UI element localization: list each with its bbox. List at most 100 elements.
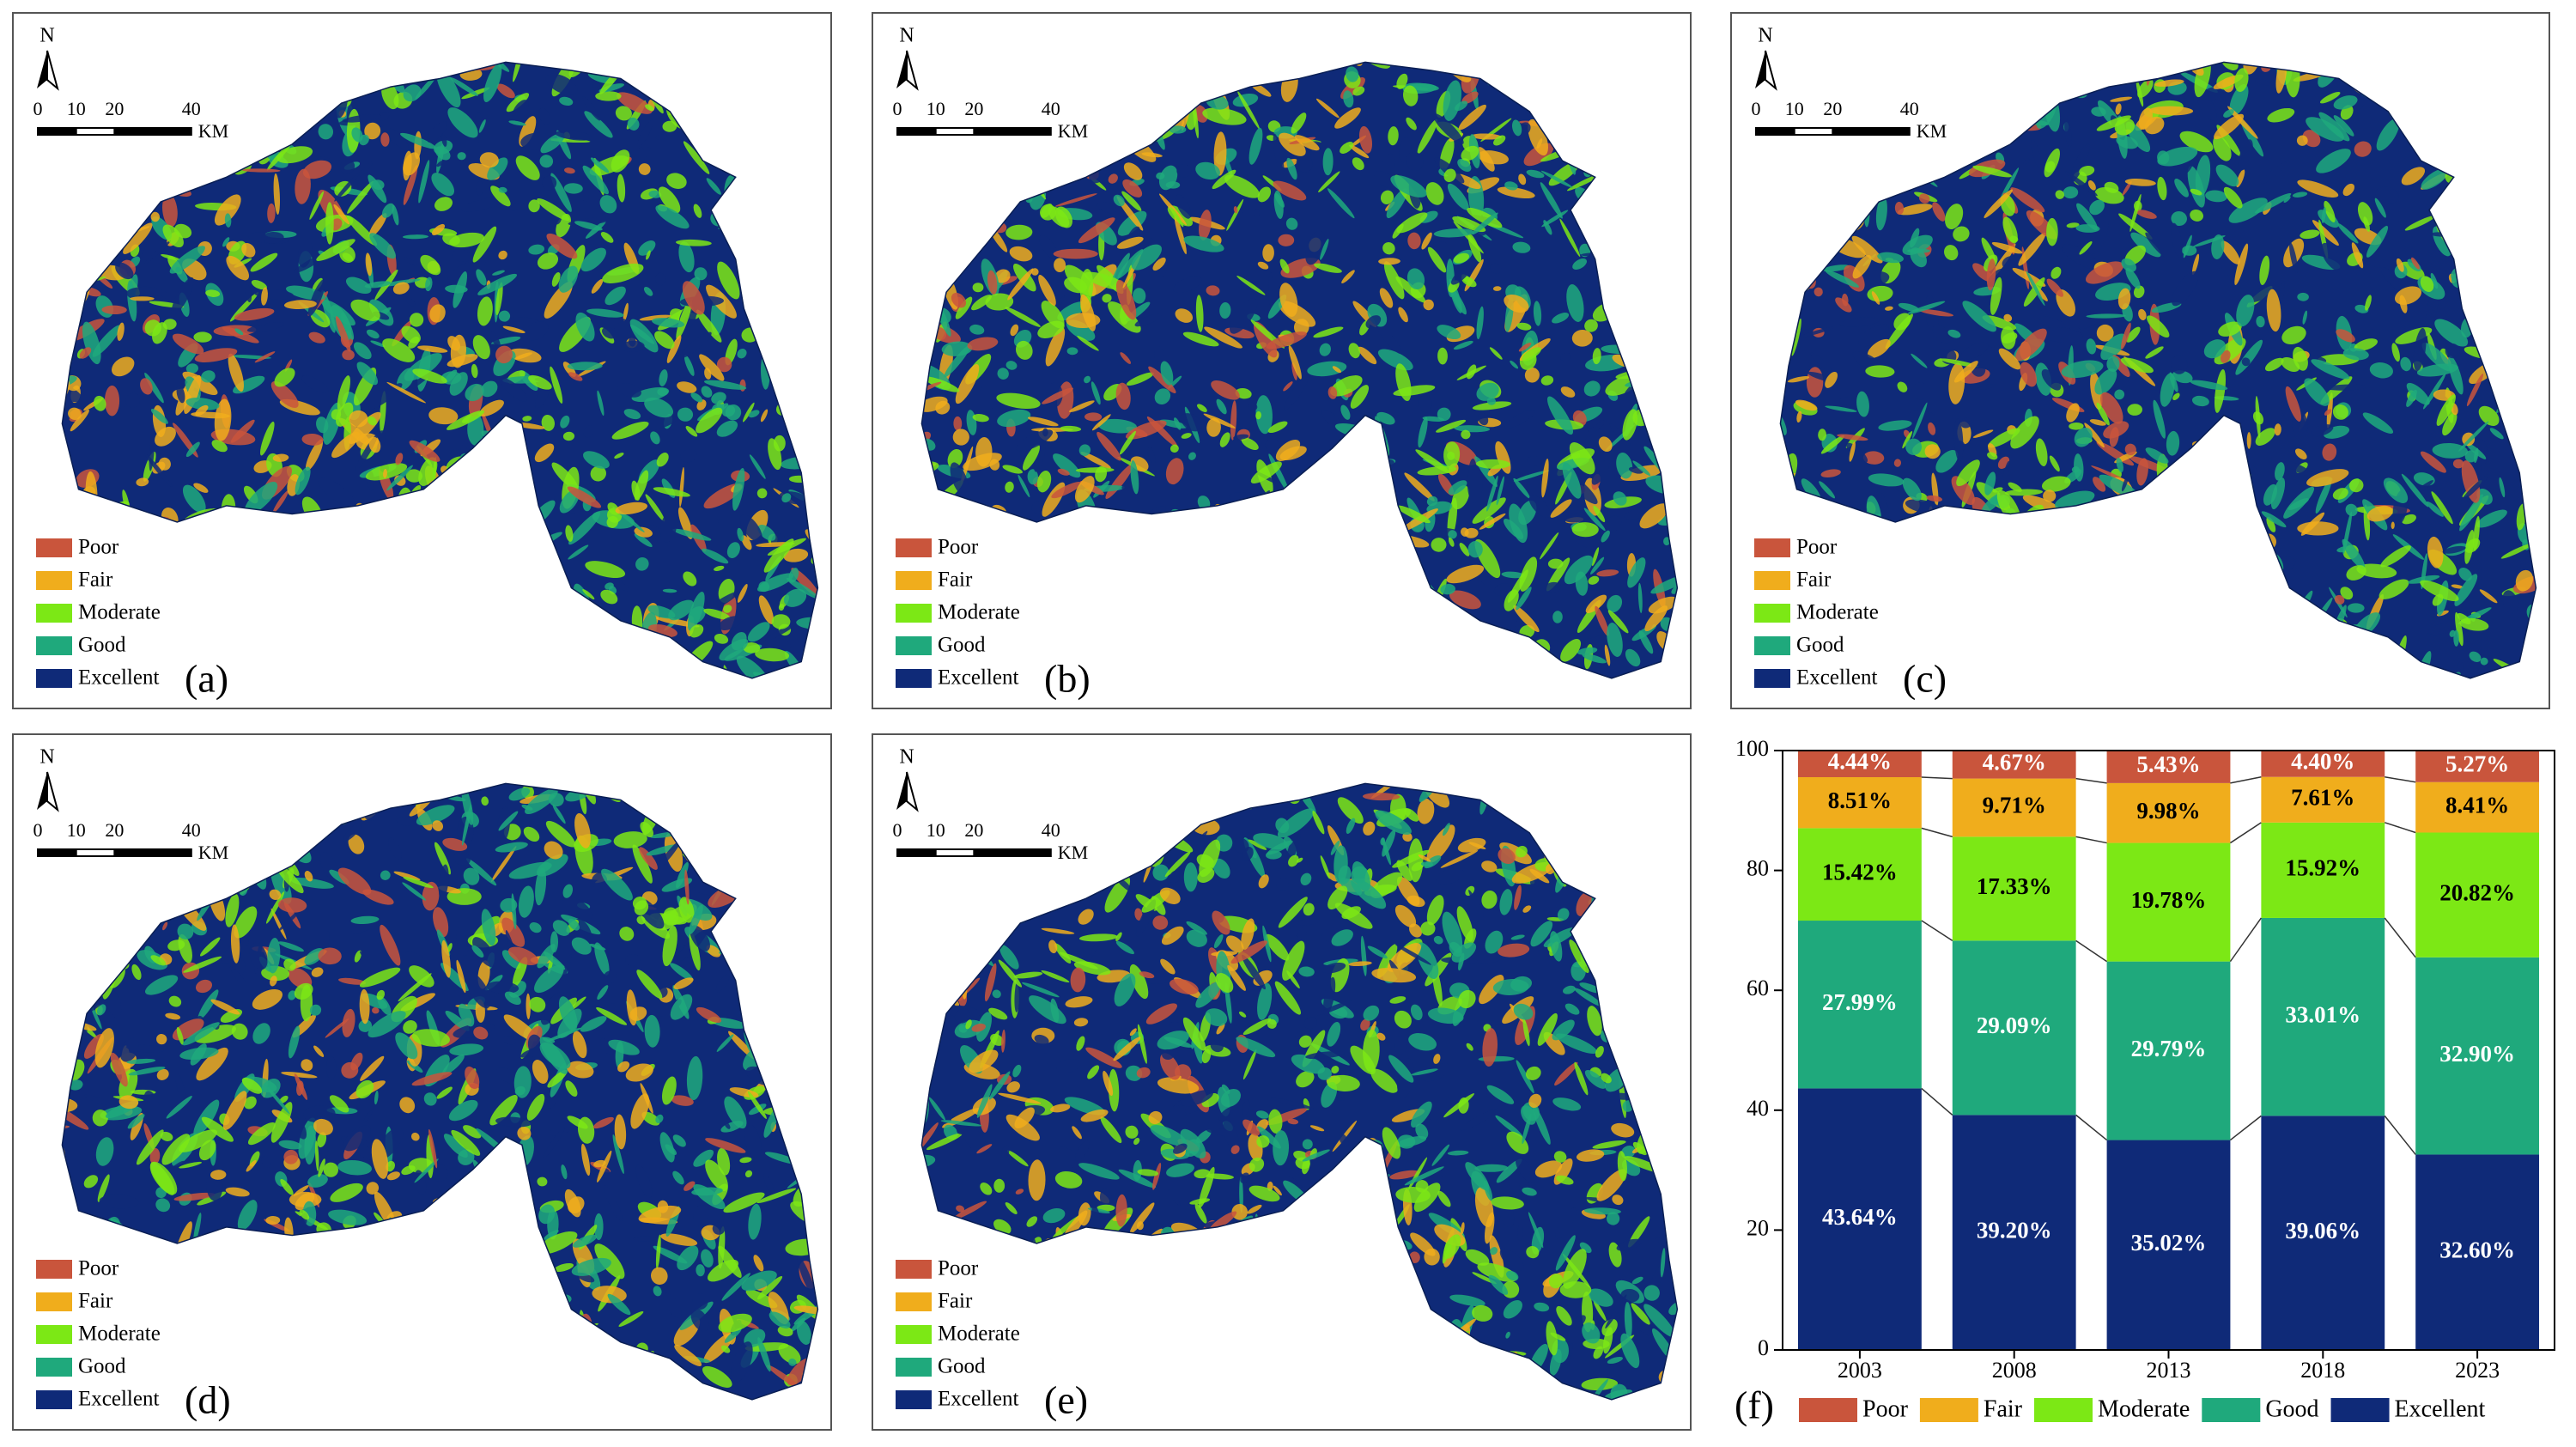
map-patch bbox=[2458, 421, 2489, 452]
map-patch bbox=[402, 882, 427, 901]
legend-label: Moderate bbox=[78, 1322, 161, 1346]
map-patch bbox=[2010, 187, 2045, 213]
map-patch bbox=[1332, 366, 1341, 374]
map-patch bbox=[2366, 225, 2389, 258]
map-patch bbox=[2401, 473, 2429, 508]
map-patch bbox=[1582, 1291, 1594, 1333]
map-patch bbox=[1918, 308, 1954, 317]
map-patch bbox=[1097, 418, 1138, 434]
map-patch bbox=[433, 907, 449, 938]
map-patch bbox=[1386, 188, 1407, 219]
map-patch bbox=[1125, 1125, 1139, 1139]
map-patch bbox=[265, 1085, 290, 1115]
map-patch bbox=[323, 1162, 338, 1177]
map-patch bbox=[1897, 204, 1933, 216]
map-patch bbox=[90, 1004, 102, 1030]
map-patch bbox=[538, 107, 550, 125]
map-patch bbox=[1230, 298, 1258, 334]
map-patch bbox=[701, 386, 713, 398]
map-patch bbox=[432, 820, 444, 831]
map-patch bbox=[1148, 366, 1176, 393]
map-patch bbox=[677, 381, 697, 393]
map-patch bbox=[273, 173, 281, 215]
map-patch bbox=[2074, 427, 2093, 447]
map-patch bbox=[586, 308, 624, 318]
map-patch bbox=[1555, 1207, 1577, 1239]
map-patch bbox=[1875, 196, 1887, 231]
map-patch bbox=[2420, 276, 2434, 292]
map-patch bbox=[1352, 157, 1364, 171]
map-patch bbox=[1206, 285, 1220, 296]
map-patch bbox=[281, 1071, 318, 1079]
map-patch bbox=[166, 1096, 192, 1119]
map-patch bbox=[436, 160, 445, 167]
map-patch bbox=[245, 284, 252, 303]
map-patch bbox=[617, 1061, 630, 1073]
map-patch bbox=[2285, 386, 2301, 422]
map-patch bbox=[1960, 342, 1989, 360]
map-patch bbox=[596, 1007, 628, 1025]
map-patch bbox=[562, 884, 574, 898]
map-patch bbox=[2003, 313, 2013, 322]
map-patch bbox=[1513, 605, 1540, 633]
map-patch bbox=[1406, 151, 1424, 171]
map-patch bbox=[1559, 218, 1581, 258]
map-patch bbox=[1513, 477, 1530, 499]
map-patch bbox=[1042, 428, 1048, 437]
legend-label: Fair bbox=[78, 1290, 113, 1313]
map-patch bbox=[1064, 277, 1088, 294]
map-patch bbox=[1152, 257, 1166, 271]
map-patch bbox=[777, 1326, 793, 1337]
map-patch bbox=[572, 1234, 598, 1248]
map-patch bbox=[2274, 423, 2281, 436]
map-patch bbox=[747, 1091, 767, 1119]
map-outline bbox=[920, 61, 1679, 679]
map-patch bbox=[342, 114, 382, 123]
map-patch bbox=[1461, 145, 1479, 161]
map-panel: N0 10 20 40KMPoorFairModerateGoodExcellent(… bbox=[872, 733, 1692, 1431]
map-patch bbox=[1279, 258, 1290, 274]
map-patch bbox=[1449, 1294, 1485, 1307]
map-patch bbox=[678, 897, 695, 923]
map-patch bbox=[614, 1114, 627, 1150]
map-patch bbox=[2281, 325, 2306, 345]
map-patch bbox=[1212, 169, 1236, 190]
map-patch bbox=[1990, 277, 2002, 315]
map-patch bbox=[1288, 345, 1302, 380]
map-patch bbox=[2479, 589, 2498, 604]
map-patch bbox=[2319, 91, 2341, 104]
map-patch bbox=[1013, 971, 1043, 979]
map-patch bbox=[2399, 295, 2408, 313]
map-patch bbox=[377, 995, 392, 1016]
map-patch bbox=[1907, 301, 1946, 314]
scale-segment bbox=[896, 127, 937, 136]
map-patch bbox=[1449, 590, 1481, 610]
map-patch bbox=[1540, 375, 1554, 386]
map-patch bbox=[272, 453, 289, 462]
map-patch bbox=[621, 340, 645, 353]
map-patch bbox=[234, 906, 258, 939]
map-patch bbox=[1839, 397, 1855, 405]
map-patch bbox=[401, 1165, 416, 1176]
map-patch bbox=[461, 786, 474, 825]
map-patch bbox=[1486, 475, 1498, 512]
map-patch bbox=[431, 173, 455, 197]
map-patch bbox=[1998, 348, 2021, 370]
map-patch bbox=[382, 338, 416, 362]
map-patch bbox=[594, 942, 610, 976]
map-patch bbox=[1472, 212, 1498, 235]
map-patch bbox=[101, 305, 127, 315]
map-patch bbox=[409, 313, 424, 327]
map-patch bbox=[726, 542, 740, 558]
map-patch bbox=[331, 431, 360, 459]
map-patch bbox=[2100, 392, 2123, 424]
map-patch bbox=[672, 528, 712, 541]
map-patch bbox=[411, 1029, 450, 1047]
scale-label: 40 bbox=[182, 98, 201, 119]
map-patch bbox=[471, 363, 478, 379]
map-patch bbox=[353, 342, 372, 360]
map-patch bbox=[2289, 242, 2298, 274]
legend-label: Moderate bbox=[1796, 601, 1879, 624]
map-patch bbox=[374, 1091, 379, 1105]
map-patch bbox=[2166, 430, 2180, 456]
